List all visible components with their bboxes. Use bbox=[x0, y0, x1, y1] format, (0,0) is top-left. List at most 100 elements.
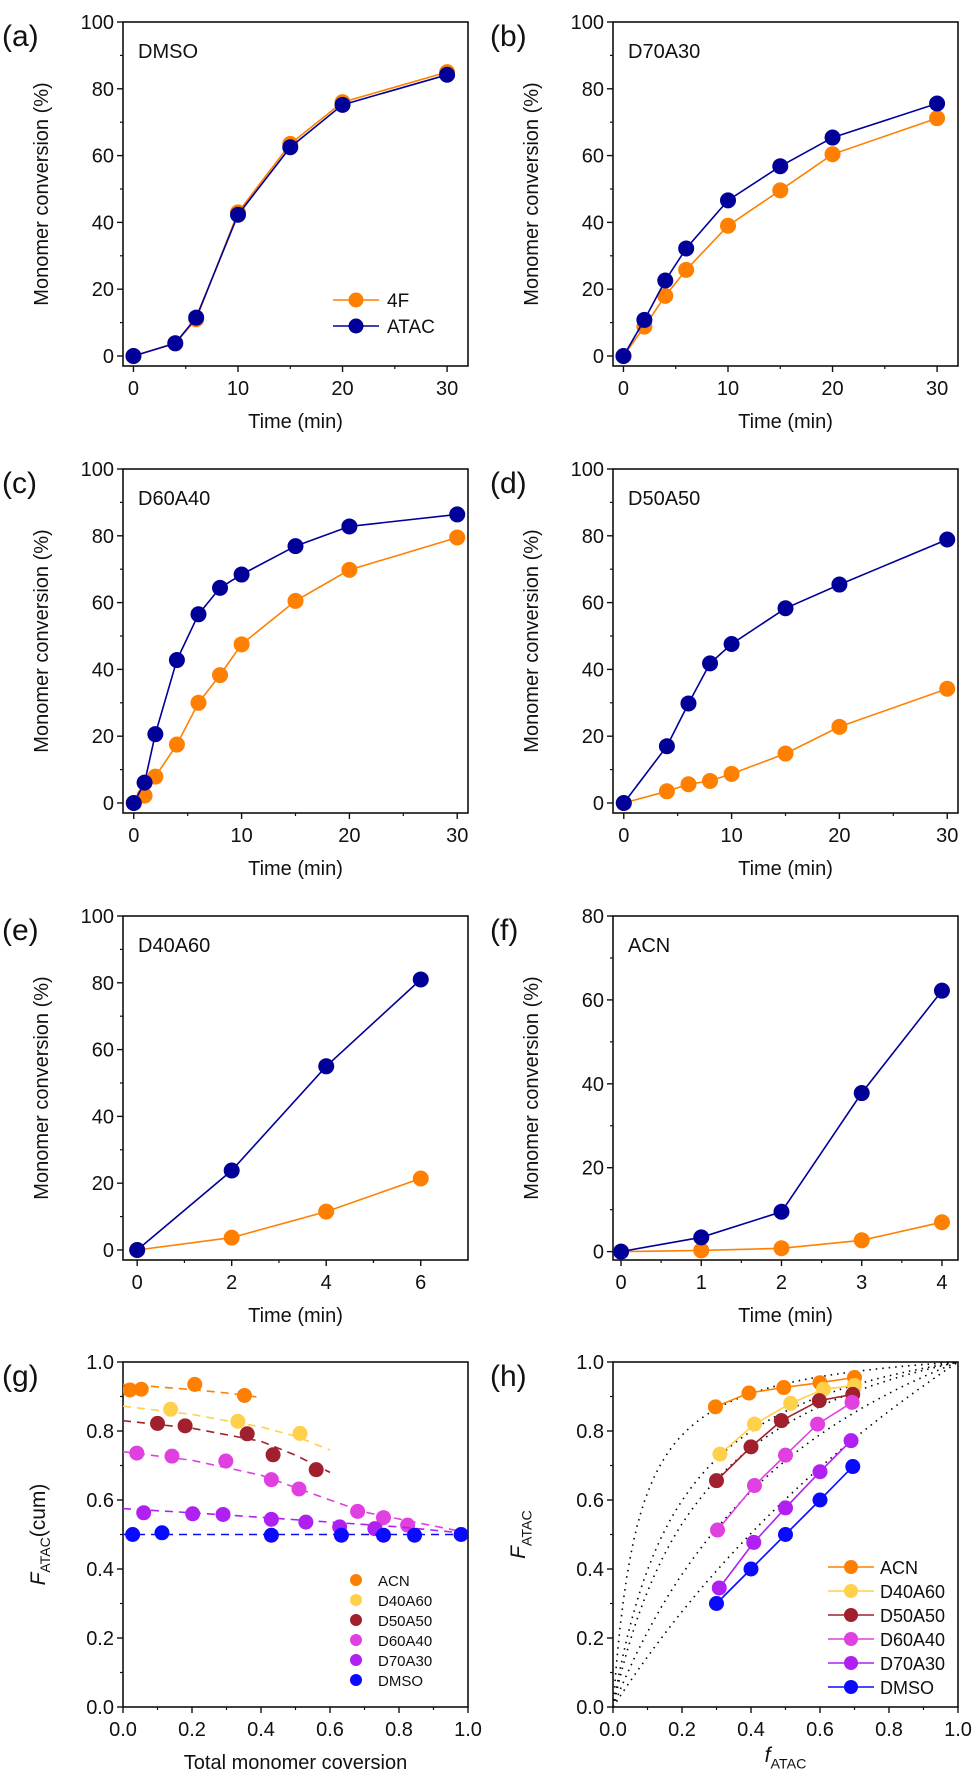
data-point bbox=[263, 1527, 279, 1543]
x-tick-label: 0.6 bbox=[806, 1719, 834, 1741]
y-tick-label: 0 bbox=[103, 793, 114, 815]
data-point bbox=[773, 1413, 789, 1429]
x-tick-label: 20 bbox=[821, 378, 843, 400]
y-tick-label: 100 bbox=[571, 12, 604, 34]
y-tick-label: 0.6 bbox=[576, 1490, 604, 1512]
data-point bbox=[831, 576, 848, 593]
x-tick-label: 0.2 bbox=[668, 1719, 696, 1741]
series-atac bbox=[615, 531, 956, 811]
legend-marker bbox=[348, 292, 364, 308]
x-tick-label: 20 bbox=[828, 825, 850, 847]
data-point bbox=[291, 1481, 307, 1497]
series-line bbox=[133, 74, 448, 357]
x-tick-label: 0 bbox=[128, 825, 139, 847]
plot-frame bbox=[122, 915, 469, 1261]
x-tick-label: 2 bbox=[226, 1272, 237, 1294]
data-point bbox=[318, 1203, 335, 1220]
data-point bbox=[123, 1382, 138, 1398]
y-tick-label: 40 bbox=[92, 1106, 114, 1128]
data-point bbox=[933, 1214, 950, 1231]
series-line bbox=[133, 513, 458, 804]
data-point bbox=[129, 1241, 146, 1258]
y-tick-label: 0.2 bbox=[86, 1628, 114, 1650]
y-tick-label: 0 bbox=[103, 1240, 114, 1262]
data-point bbox=[939, 531, 956, 548]
data-point bbox=[929, 110, 946, 127]
data-point bbox=[292, 1425, 308, 1441]
x-tick-label: 0 bbox=[128, 378, 139, 400]
x-tick-label: 10 bbox=[230, 825, 252, 847]
y-tick-label: 100 bbox=[571, 459, 604, 481]
data-point bbox=[218, 1453, 234, 1469]
y-axis-label: Monomer conversion (%) bbox=[31, 976, 53, 1199]
legend-label: D70A30 bbox=[880, 1654, 945, 1674]
x-tick-label: 0 bbox=[618, 378, 629, 400]
y-tick-label: 40 bbox=[582, 659, 604, 681]
x-tick-label: 30 bbox=[436, 378, 458, 400]
data-point bbox=[939, 680, 956, 697]
legend-label: ACN bbox=[378, 1573, 410, 1590]
series-line bbox=[133, 536, 458, 804]
plot-frame bbox=[122, 21, 469, 367]
data-point bbox=[212, 579, 229, 596]
data-point bbox=[743, 1439, 759, 1455]
y-tick-label: 1.0 bbox=[86, 1352, 114, 1374]
data-point bbox=[712, 1446, 728, 1462]
y-tick-label: 60 bbox=[582, 593, 604, 615]
series-atac bbox=[613, 982, 950, 1260]
x-axis-label: fATAC bbox=[765, 1744, 807, 1772]
data-point bbox=[810, 1416, 826, 1432]
data-point bbox=[333, 1527, 349, 1543]
data-point bbox=[215, 1506, 231, 1522]
series-atac bbox=[615, 95, 946, 364]
data-point bbox=[743, 1561, 759, 1577]
x-axis-label: Time (min) bbox=[248, 858, 343, 880]
data-point bbox=[188, 309, 205, 326]
data-point bbox=[125, 794, 142, 811]
data-point bbox=[230, 206, 246, 223]
panel-b: (b) 0 20 40 60 80 100 0 10 20 30 Time (min) Monomer … bbox=[490, 12, 959, 433]
data-point bbox=[812, 1492, 828, 1508]
solvent-annotation: D70A30 bbox=[628, 41, 700, 63]
y-tick-label: 20 bbox=[92, 1173, 114, 1195]
data-point bbox=[168, 736, 185, 753]
y-tick-label: 20 bbox=[582, 1158, 604, 1180]
data-point bbox=[773, 1203, 790, 1220]
x-tick-label: 10 bbox=[720, 825, 742, 847]
y-tick-label: 20 bbox=[582, 726, 604, 748]
y-tick-label: 60 bbox=[582, 990, 604, 1012]
data-point bbox=[375, 1510, 391, 1526]
data-point bbox=[933, 982, 950, 999]
panel-h: (h) 0.0 0.2 0.4 0.6 0.8 1.0 0.0 0.2 0.4 0.6 0.8 1.0 f… bbox=[490, 1352, 972, 1772]
legend-marker bbox=[844, 1680, 858, 1694]
legend-label: ATAC bbox=[387, 317, 435, 338]
x-tick-label: 0.2 bbox=[178, 1719, 206, 1741]
data-layer bbox=[615, 531, 956, 811]
data-point bbox=[147, 726, 164, 743]
y-tick-label: 0.4 bbox=[86, 1559, 114, 1581]
panel-d: (d) 0 20 40 60 80 100 0 10 20 30 Time (min) Monomer … bbox=[490, 459, 959, 880]
data-point bbox=[308, 1462, 324, 1478]
y-tick-label: 0 bbox=[103, 346, 114, 368]
data-point bbox=[236, 1387, 252, 1403]
data-point bbox=[154, 1525, 170, 1541]
data-point bbox=[693, 1242, 710, 1259]
data-point bbox=[678, 261, 695, 278]
legend-marker bbox=[350, 1634, 362, 1646]
data-point bbox=[212, 667, 229, 684]
data-point bbox=[776, 1380, 792, 1396]
data-point bbox=[412, 1170, 429, 1187]
data-point bbox=[778, 1500, 793, 1516]
x-tick-label: 0.8 bbox=[385, 1719, 413, 1741]
data-point bbox=[777, 745, 794, 762]
panel-c: (c) 0 20 40 60 80 100 0 10 20 30 Time (min) Monomer … bbox=[2, 459, 469, 880]
data-point bbox=[223, 1162, 240, 1179]
data-point bbox=[853, 1232, 870, 1249]
legend-marker bbox=[844, 1560, 858, 1574]
series-dmso bbox=[123, 1525, 468, 1543]
data-point bbox=[778, 1447, 793, 1463]
solvent-annotation: D60A40 bbox=[138, 488, 210, 510]
data-point bbox=[136, 774, 153, 791]
data-point bbox=[812, 1464, 828, 1480]
legend-label: D40A60 bbox=[880, 1582, 945, 1602]
